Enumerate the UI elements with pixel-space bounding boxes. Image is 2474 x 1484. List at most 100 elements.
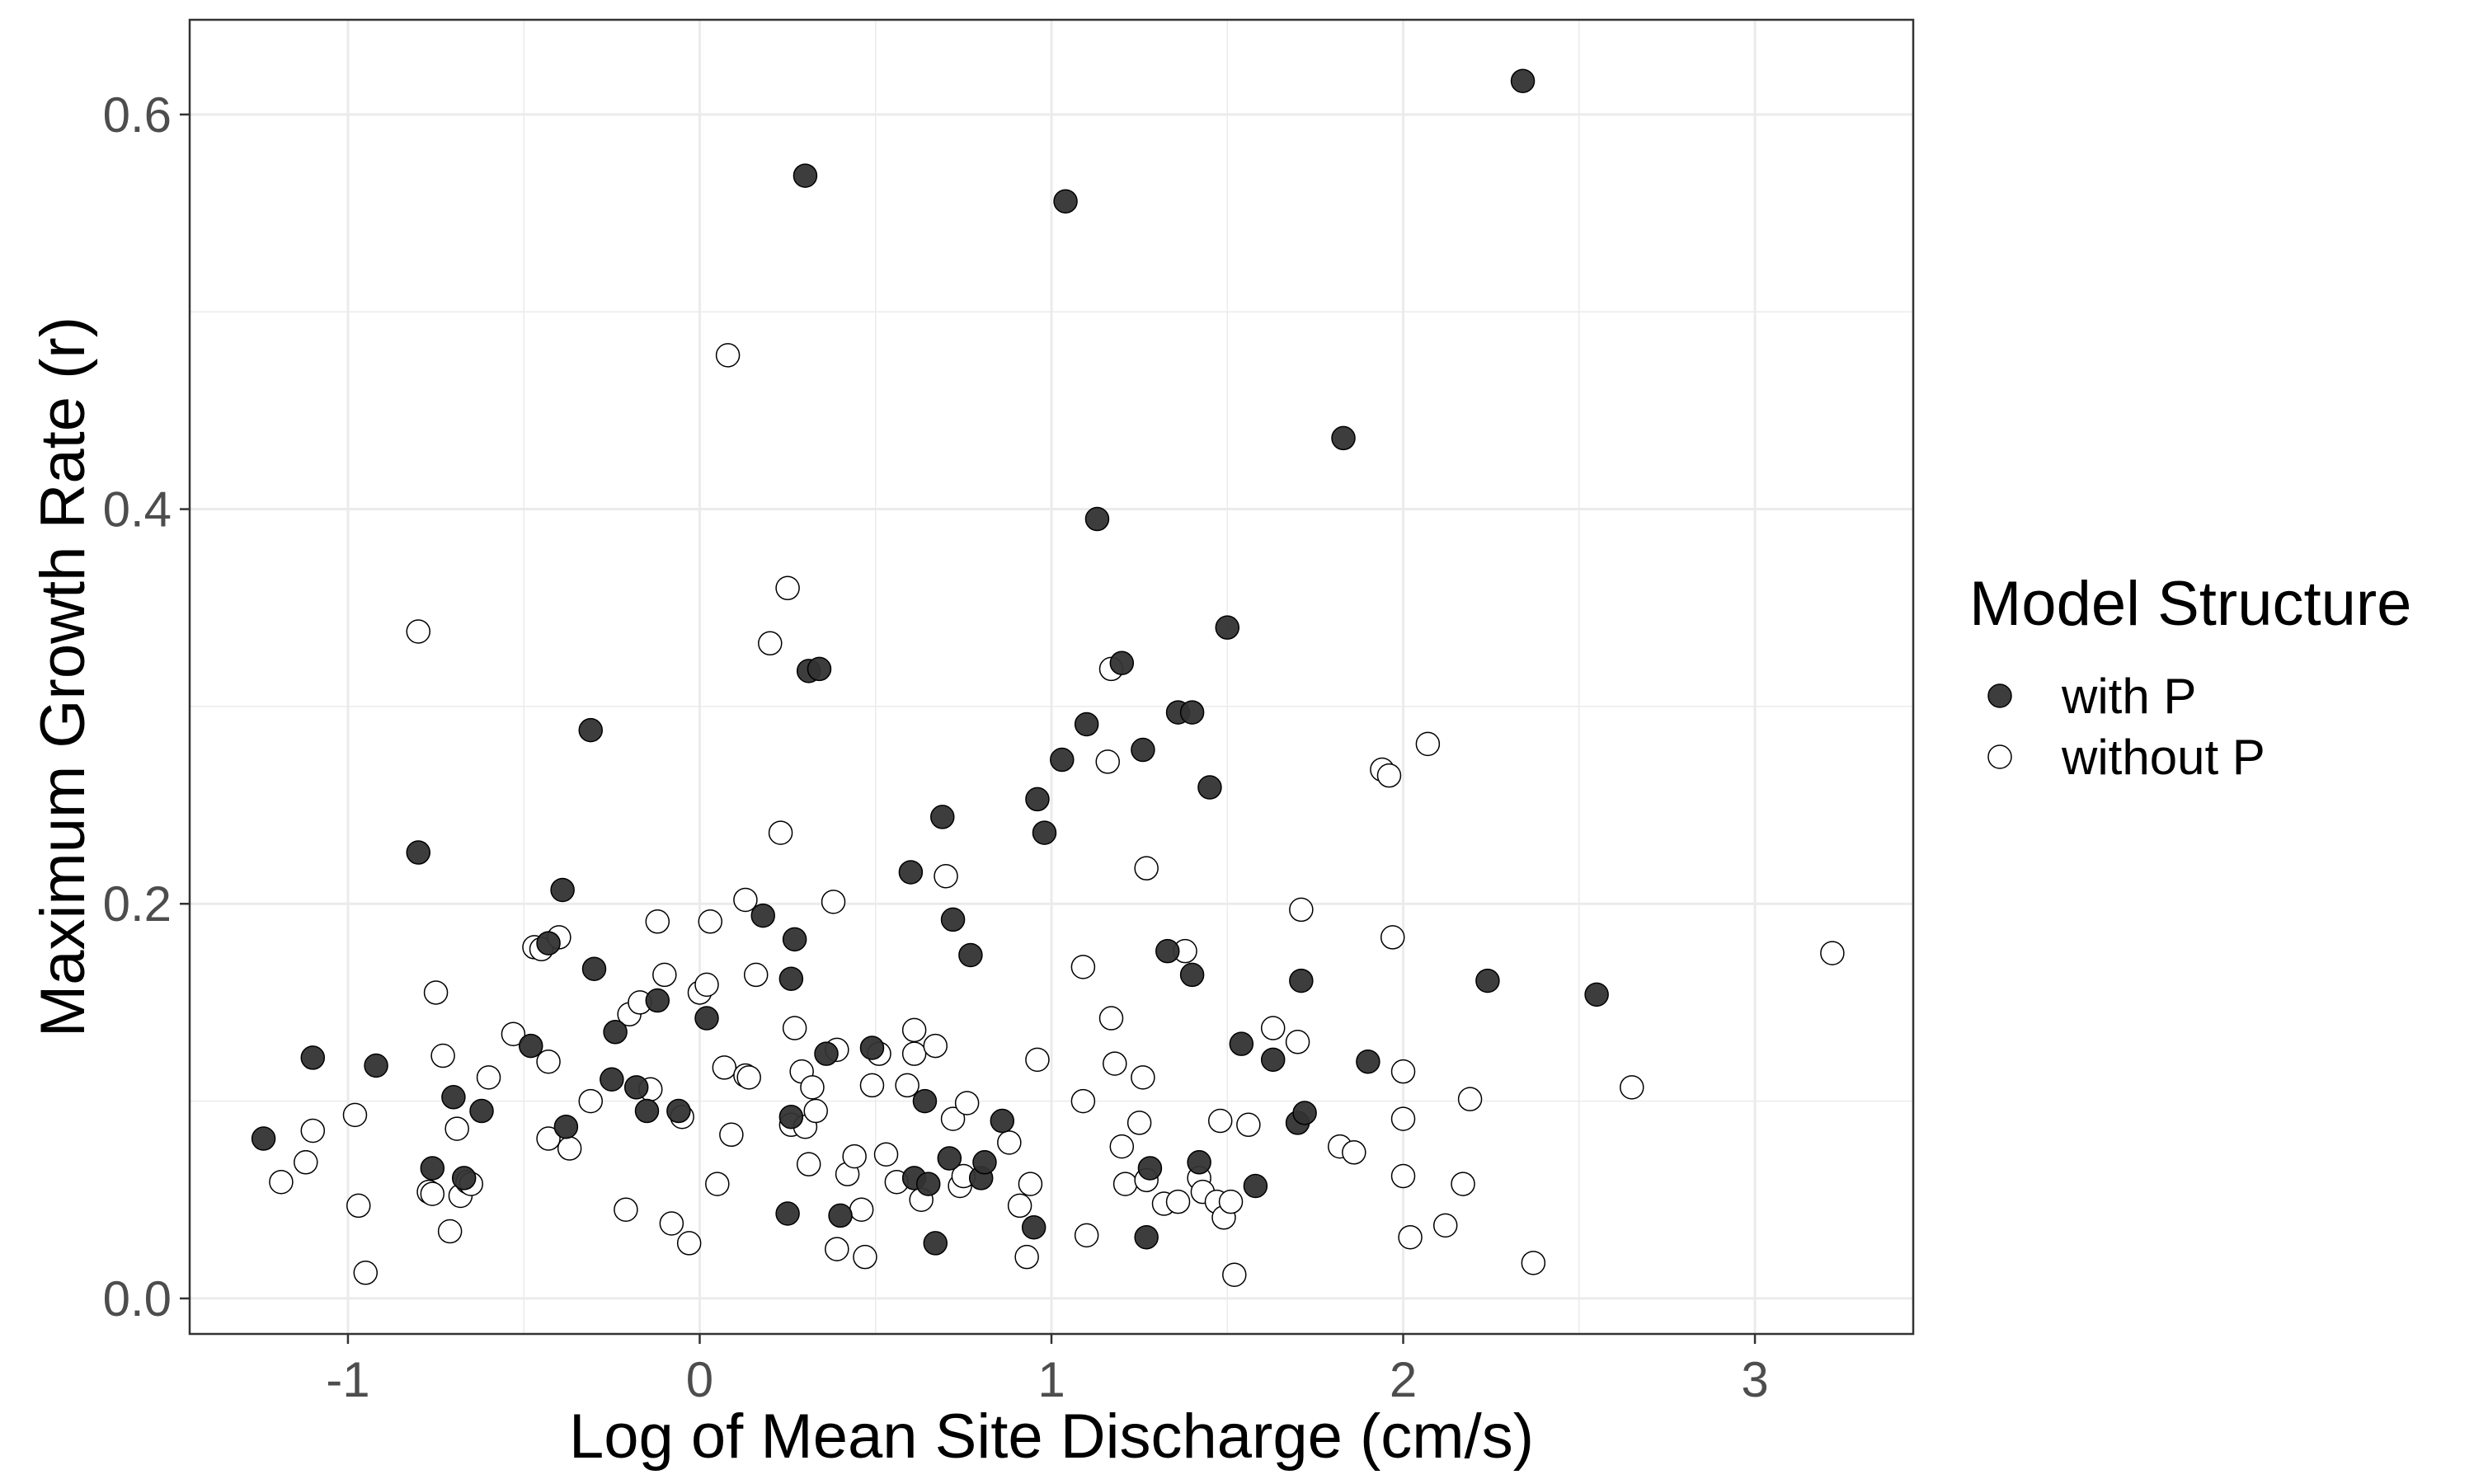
point-with-p: [666, 1098, 691, 1124]
point-with-p: [420, 1156, 445, 1181]
point-without-p: [444, 1116, 469, 1141]
point-without-p: [705, 1172, 730, 1196]
point-without-p: [1521, 1251, 1546, 1275]
point-without-p: [698, 909, 723, 934]
point-without-p: [300, 1118, 326, 1144]
point-without-p: [676, 1231, 702, 1256]
point-with-p: [958, 942, 983, 968]
point-without-p: [1103, 1051, 1127, 1076]
point-without-p: [853, 1244, 877, 1270]
point-without-p: [406, 619, 430, 644]
point-without-p: [859, 1073, 885, 1098]
point-without-p: [1018, 1172, 1043, 1196]
point-without-p: [1398, 1224, 1423, 1250]
point-without-p: [1236, 1112, 1261, 1138]
point-without-p: [736, 1065, 761, 1090]
point-without-p: [719, 1122, 744, 1148]
point-without-p: [353, 1261, 379, 1285]
y-tick-label: 0.0: [103, 1271, 172, 1327]
x-tick-label: 3: [1741, 1352, 1768, 1407]
point-with-p: [406, 840, 430, 865]
point-without-p: [557, 1136, 582, 1161]
point-without-p: [423, 980, 449, 1005]
point-without-p: [775, 575, 800, 601]
point-with-p: [828, 1203, 853, 1228]
point-without-p: [849, 1197, 874, 1222]
point-without-p: [768, 820, 793, 845]
point-with-p: [451, 1166, 477, 1190]
point-without-p: [1457, 1087, 1483, 1111]
point-with-p: [300, 1045, 326, 1070]
point-without-p: [923, 1033, 948, 1059]
point-without-p: [715, 343, 741, 368]
point-without-p: [743, 962, 769, 988]
point-with-p: [1137, 1156, 1163, 1181]
point-without-p: [1070, 1088, 1096, 1114]
point-with-p: [553, 1114, 579, 1139]
point-with-p: [940, 907, 966, 932]
point-with-p: [1187, 1150, 1211, 1175]
point-with-p: [793, 163, 818, 188]
point-without-p: [1207, 1108, 1233, 1134]
point-without-p: [578, 1088, 603, 1114]
point-without-p: [796, 1152, 821, 1176]
point-without-p: [712, 1055, 737, 1080]
x-axis-title: Log of Mean Site Discharge (cm/s): [569, 1402, 1534, 1472]
point-with-p: [1109, 650, 1135, 675]
point-with-p: [1025, 787, 1050, 812]
point-without-p: [800, 1075, 825, 1100]
y-tick-label: 0.2: [103, 876, 172, 932]
point-without-p: [501, 1021, 526, 1046]
point-without-p: [733, 887, 758, 913]
point-with-p: [1053, 189, 1078, 214]
y-axis-title: Maximum Growth Rate (r): [28, 317, 98, 1037]
point-without-p: [536, 1126, 561, 1151]
point-with-p: [645, 988, 670, 1013]
point-with-p: [1510, 68, 1536, 93]
point-without-p: [659, 1211, 684, 1236]
point-with-p: [775, 1201, 800, 1226]
point-with-p: [518, 1033, 543, 1059]
point-without-p: [1376, 763, 1402, 788]
point-without-p: [1390, 1163, 1416, 1189]
point-with-p: [1243, 1173, 1268, 1199]
point-with-p: [778, 1104, 804, 1129]
point-without-p: [1451, 1172, 1475, 1196]
point-without-p: [1415, 731, 1441, 757]
point-with-p: [1032, 820, 1057, 845]
point-without-p: [1218, 1189, 1244, 1214]
point-without-p: [1222, 1262, 1247, 1287]
point-with-p: [536, 931, 561, 956]
point-without-p: [1109, 1134, 1135, 1159]
point-with-p: [912, 1088, 938, 1114]
point-without-p: [476, 1065, 501, 1090]
point-with-p: [550, 877, 575, 903]
point-with-p: [814, 1041, 839, 1066]
point-without-p: [1134, 856, 1159, 881]
point-without-p: [1285, 1030, 1310, 1054]
point-without-p: [1260, 1016, 1286, 1040]
x-tick-label: 1: [1037, 1352, 1065, 1407]
point-without-p: [954, 1091, 980, 1115]
gridlines: [190, 20, 1913, 1334]
y-tick-label: 0.4: [103, 482, 172, 538]
point-without-p: [1620, 1075, 1644, 1100]
point-without-p: [940, 1106, 966, 1131]
point-with-p: [634, 1098, 660, 1124]
x-tick-label: 2: [1390, 1352, 1417, 1407]
point-without-p: [430, 1043, 455, 1068]
axes: -1 0 1 2 3 0.0 0.2 0.4 0.6: [103, 87, 1769, 1407]
point-with-p: [1179, 962, 1205, 988]
point-without-p: [1070, 955, 1096, 979]
point-without-p: [1390, 1059, 1416, 1084]
point-without-p: [1165, 1189, 1191, 1214]
point-without-p: [821, 890, 846, 914]
point-without-p: [873, 1142, 899, 1167]
point-without-p: [934, 863, 958, 889]
point-with-p: [578, 717, 603, 743]
point-with-p: [694, 1006, 719, 1031]
point-without-p: [342, 1102, 368, 1128]
point-without-p: [437, 1219, 463, 1244]
point-with-p: [782, 927, 807, 952]
point-with-p: [1229, 1031, 1254, 1056]
